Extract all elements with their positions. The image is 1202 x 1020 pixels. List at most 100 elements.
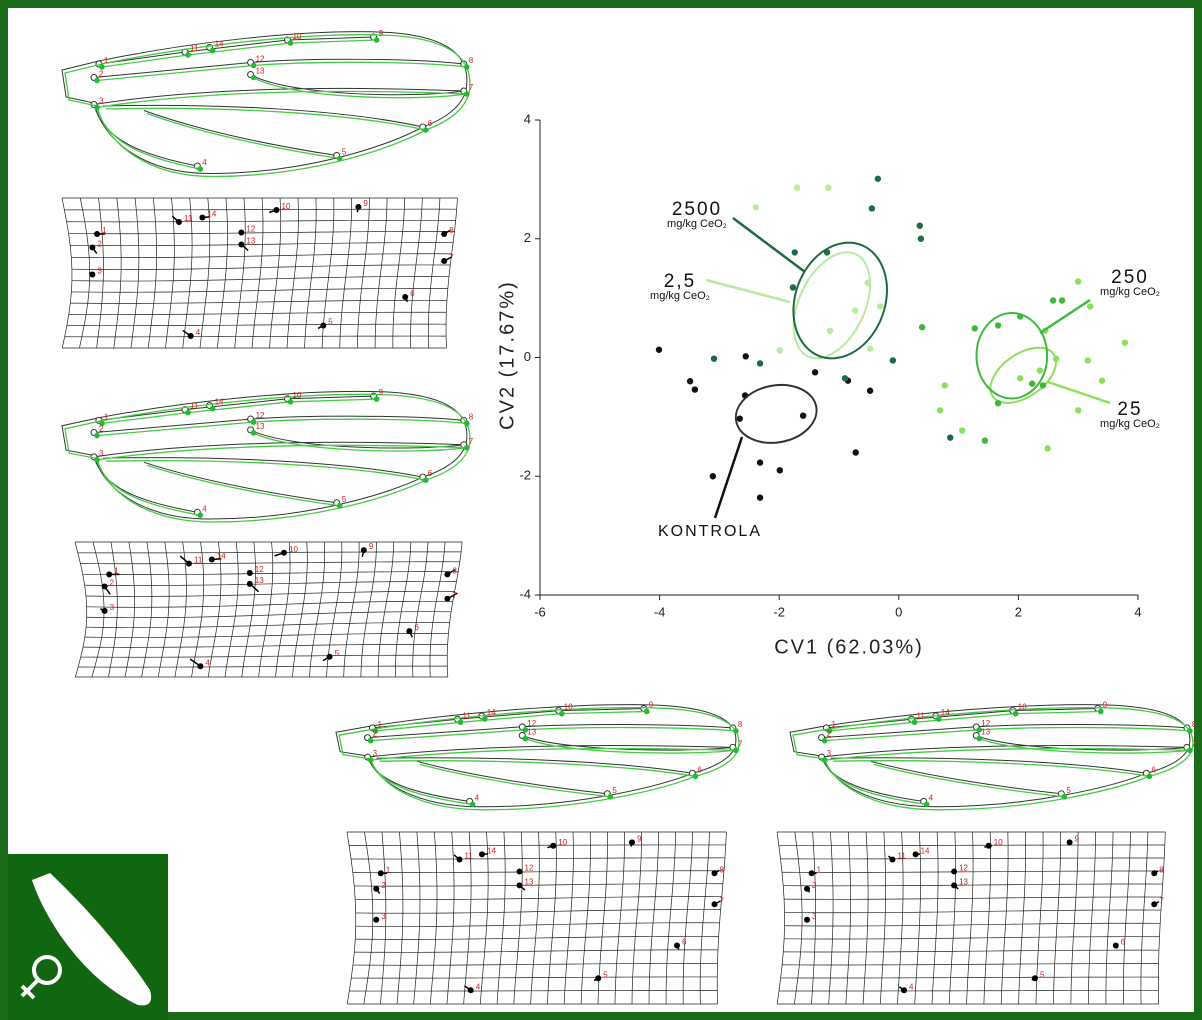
landmark-label: 7 [452, 591, 457, 600]
landmark-label: 10 [564, 703, 573, 712]
grid-line [354, 883, 723, 887]
landmark-label: 8 [738, 720, 743, 729]
landmark-label: 2 [812, 881, 817, 890]
point [994, 322, 1002, 329]
grid-line [352, 963, 718, 966]
landmark-label: 2 [97, 240, 102, 249]
landmark [976, 727, 983, 733]
x-tick-label: 4 [1134, 604, 1141, 619]
grid-line [513, 831, 523, 1005]
landmark-label: 14 [487, 708, 496, 717]
grid-line [84, 633, 449, 638]
point [918, 324, 926, 331]
landmark [464, 91, 470, 97]
grid-line [780, 976, 1159, 979]
landmark-label: 11 [194, 556, 203, 565]
point [776, 347, 783, 354]
landmark [94, 104, 100, 111]
grid-line [429, 541, 446, 678]
landmark-label: 7 [469, 83, 474, 92]
grid-line [776, 831, 785, 1005]
grid-line [351, 976, 718, 979]
y-tick-label: 0 [524, 349, 531, 364]
grid-line [286, 197, 299, 349]
landmark-label: 4 [929, 793, 934, 802]
landmark-label: 1 [102, 226, 107, 235]
grid-line [380, 831, 387, 1005]
landmark-label: 11 [917, 711, 926, 720]
grid-landmark [444, 595, 451, 602]
landmark [821, 757, 828, 763]
point [1075, 407, 1082, 414]
point [916, 222, 923, 229]
leader-line [1039, 298, 1091, 335]
series-label: 250 [1111, 267, 1149, 288]
grid-landmark [1031, 975, 1038, 982]
grid-line [71, 288, 448, 293]
grid-line [82, 571, 459, 576]
grid-line [80, 561, 460, 565]
point [971, 325, 978, 332]
grid-landmark [516, 868, 523, 875]
series-label: 2,5 [664, 271, 696, 292]
landmark [607, 794, 614, 800]
landmark-label: 3 [373, 749, 378, 758]
landmark-label: 11 [465, 852, 474, 861]
landmark-label: 5 [612, 786, 617, 795]
grid-landmark [373, 885, 380, 892]
point [852, 449, 859, 456]
point [826, 327, 834, 334]
grid-line [113, 197, 122, 349]
grid-line [275, 541, 291, 678]
grid-landmark [1151, 901, 1158, 908]
landmark-label: 9 [649, 701, 654, 710]
landmark-label: 11 [190, 44, 199, 53]
landmark-label: 12 [525, 864, 534, 873]
grid-line [1140, 831, 1149, 1005]
grid-line [1070, 831, 1079, 1005]
grid-line [783, 949, 1159, 953]
grid-landmark [479, 851, 485, 858]
point [776, 467, 783, 474]
landmark [197, 512, 204, 518]
landmark-label: 12 [527, 719, 536, 728]
landmark [367, 757, 374, 763]
grid-line [64, 335, 447, 338]
point [877, 303, 884, 310]
grid-line [682, 831, 693, 1005]
point [655, 346, 663, 353]
landmark-label: 5 [335, 649, 340, 658]
point [811, 369, 819, 376]
wing-outline [792, 706, 1194, 811]
grid-landmark [808, 870, 815, 877]
landmark [250, 74, 257, 81]
landmark-label: 5 [603, 970, 608, 979]
grid-line [983, 831, 991, 1005]
point [1075, 278, 1082, 285]
grid-line [182, 197, 193, 349]
grid-landmark [106, 571, 113, 578]
grid-landmark [89, 244, 96, 251]
y-axis-label: CV2 (17.67%) [496, 280, 518, 430]
landmark-label: 10 [289, 545, 298, 554]
point [710, 355, 718, 362]
point [941, 382, 949, 389]
landmark-label: 7 [449, 253, 454, 262]
grid-landmark [456, 856, 463, 863]
grid-landmark [889, 856, 896, 863]
grid-line [648, 831, 659, 1005]
landmark-label: 12 [256, 55, 265, 64]
leader-line [705, 278, 791, 304]
grid-line [1105, 831, 1114, 1005]
grid-line [241, 541, 256, 678]
grid-landmark [186, 560, 192, 567]
landmark-label: 2 [827, 730, 832, 739]
grid-line [563, 831, 574, 1005]
point [793, 184, 801, 191]
landmark-label: 8 [720, 865, 725, 874]
x-axis-label: CV1 (62.03%) [774, 636, 924, 658]
grid-line [445, 197, 458, 349]
grid-landmark [246, 570, 253, 577]
grid-line [349, 990, 718, 992]
